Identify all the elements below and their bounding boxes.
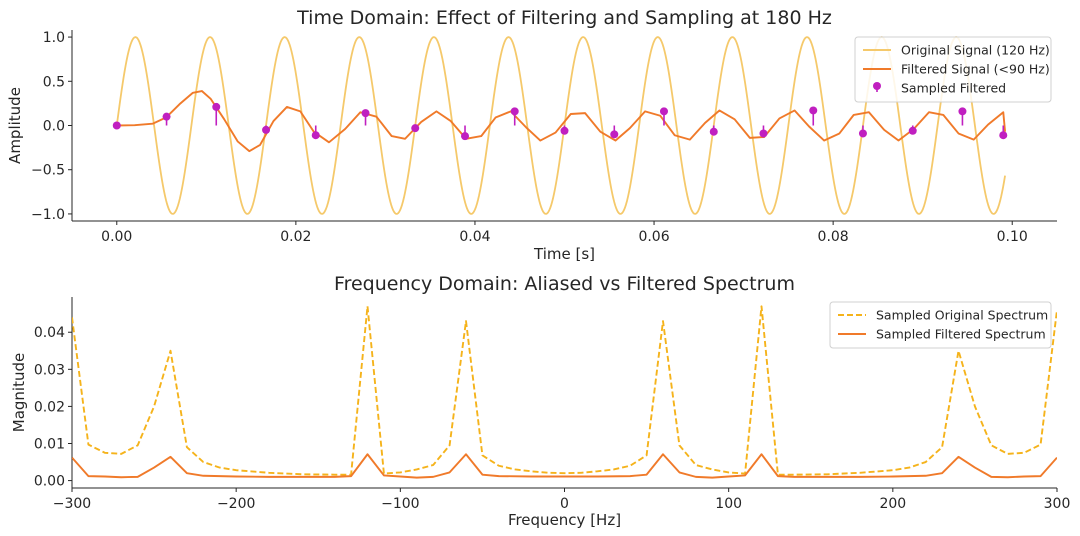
legend-label: Sampled Original Spectrum [876, 308, 1048, 323]
stem-marker [112, 121, 121, 130]
stem-marker [610, 130, 619, 139]
x-tick-label: 200 [879, 496, 906, 512]
y-tick-label: 0.01 [34, 436, 65, 452]
series-line-2 [72, 453, 1057, 479]
legend: Sampled Original Spectrum Sampled Filtere… [829, 301, 1052, 349]
y-tick-label: 0.0 [43, 119, 65, 135]
x-tick-label: 0.08 [818, 229, 849, 245]
y-axis-label: Magnitude [10, 353, 28, 432]
stem-marker [858, 129, 867, 138]
stem-marker [162, 112, 171, 121]
x-tick-label: −100 [381, 496, 419, 512]
x-tick-label: −200 [217, 496, 255, 512]
y-tick-label: 0.00 [34, 474, 65, 490]
stem-marker [262, 125, 271, 134]
stem-marker [999, 131, 1008, 140]
plot-area [72, 305, 1057, 479]
chart-title: Frequency Domain: Aliased vs Filtered Sp… [334, 273, 795, 295]
x-tick-label: 0 [560, 496, 569, 512]
x-tick-label: −300 [53, 496, 91, 512]
stem-marker [709, 127, 718, 136]
stem-marker [461, 132, 470, 141]
y-axis-label: Amplitude [6, 87, 24, 164]
stem-marker [958, 107, 967, 116]
legend-label: Original Signal (120 Hz) [901, 43, 1050, 58]
stem-marker [560, 126, 569, 135]
plot-area [112, 36, 1008, 215]
stem-marker [411, 124, 420, 133]
y-tick-label: −0.5 [31, 163, 65, 179]
y-tick-label: 1.0 [43, 30, 65, 46]
series-line-1 [115, 36, 1006, 215]
x-tick-label: 100 [715, 496, 742, 512]
stem-marker [809, 106, 818, 115]
legend-label: Sampled Filtered Spectrum [876, 327, 1046, 342]
stem-marker [311, 131, 320, 140]
series-line-1 [72, 305, 1057, 476]
y-tick-label: 0.5 [43, 74, 65, 90]
chart-title: Time Domain: Effect of Filtering and Sam… [296, 7, 832, 29]
x-tick-label: 300 [1044, 496, 1071, 512]
legend-marker [873, 82, 881, 90]
y-tick-label: −1.0 [31, 207, 65, 223]
x-axis-label: Time [s] [533, 245, 595, 263]
x-tick-label: 0.10 [997, 229, 1028, 245]
y-tick-label: 0.03 [34, 362, 65, 378]
stem-marker [212, 102, 221, 111]
stem-marker [659, 107, 668, 116]
chart-panel-2 [68, 297, 1058, 492]
legend-label: Sampled Filtered [901, 81, 1006, 96]
stem-marker [361, 109, 370, 118]
stem-marker [510, 107, 519, 116]
x-tick-label: 0.04 [459, 229, 490, 245]
x-tick-label: 0.00 [101, 229, 132, 245]
legend: Original Signal (120 Hz) Filtered Signal … [854, 36, 1052, 103]
y-tick-label: 0.04 [34, 325, 65, 341]
stem-marker [759, 129, 768, 138]
legend-label: Filtered Signal (<90 Hz) [901, 62, 1050, 77]
x-axis-label: Frequency [Hz] [508, 511, 621, 529]
x-tick-label: 0.06 [638, 229, 669, 245]
x-tick-label: 0.02 [280, 229, 311, 245]
series-line-2 [116, 90, 1007, 153]
stem-marker [908, 126, 917, 135]
y-tick-label: 0.02 [34, 399, 65, 415]
chart-panel-1 [68, 30, 1057, 225]
